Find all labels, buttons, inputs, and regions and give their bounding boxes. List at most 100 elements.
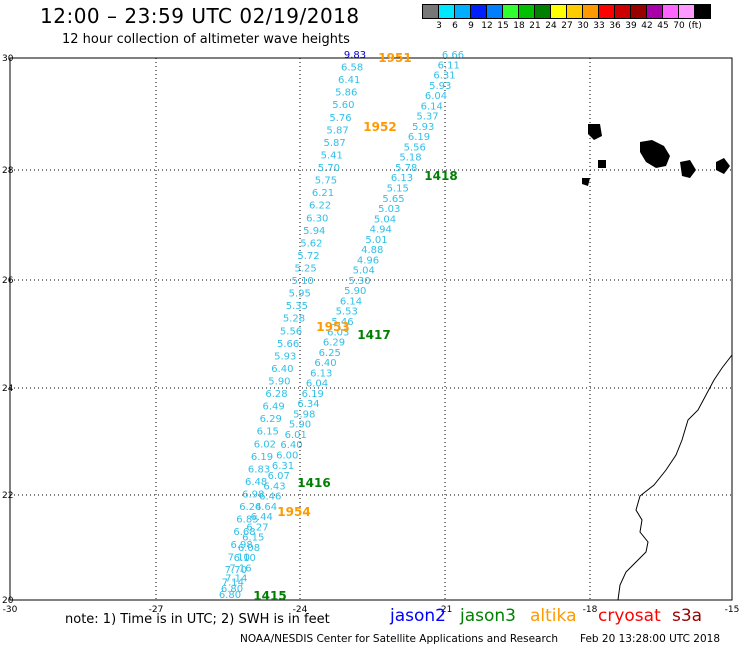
satellite-legend-cryosat: cryosat [598, 606, 661, 626]
swh-value: 5.87 [326, 125, 348, 136]
pass-label: 1953 [316, 320, 349, 334]
pass-label: 1415 [253, 589, 286, 603]
swh-value: 6.40 [271, 364, 293, 375]
swh-value: 5.41 [321, 150, 343, 161]
satellite-legend-s3a: s3a [672, 606, 703, 626]
swh-value: 5.90 [289, 420, 311, 431]
swh-value: 5.53 [336, 307, 358, 318]
fuerteventura-island [716, 158, 730, 174]
x-tick-label: -30 [3, 605, 18, 615]
la-palma-island [588, 124, 602, 140]
legend-label: 36 [609, 21, 621, 31]
swh-value: 6.14 [421, 101, 443, 112]
swh-value: 6.40 [314, 358, 336, 369]
swh-value: 7.14 [222, 577, 244, 588]
swh-value: 6.66 [442, 50, 464, 61]
swh-value: 6.11 [438, 60, 460, 71]
swh-value: 6.28 [265, 389, 287, 400]
swh-value: 5.93 [429, 81, 451, 92]
swh-value: 6.98 [242, 490, 264, 501]
pass-label: 1417 [357, 328, 390, 342]
swh-value: 6.43 [263, 481, 285, 492]
swh-value: 6.01 [285, 430, 307, 441]
swh-value: 6.27 [246, 522, 268, 533]
swh-value: 5.56 [280, 326, 302, 337]
legend-label: 15 [497, 21, 509, 31]
swh-value: 6.49 [262, 402, 284, 413]
swh-value: 5.30 [348, 276, 370, 287]
legend-label: 33 [593, 21, 605, 31]
swh-value: 6.31 [433, 71, 455, 82]
swh-value: 5.01 [365, 235, 387, 246]
swh-value: 5.95 [289, 289, 311, 300]
y-tick-label: 28 [2, 166, 14, 176]
legend-label: 24 [545, 21, 557, 31]
y-tick-label: 22 [2, 491, 13, 501]
swh-value: 6.64 [255, 502, 277, 513]
swh-value: 5.03 [378, 204, 400, 215]
swh-value: 7.14 [225, 574, 247, 585]
swh-value: 6.10 [234, 553, 256, 564]
swh-value: 5.90 [268, 377, 290, 388]
legend-label: 45 [657, 21, 669, 31]
x-tick-label: -18 [583, 605, 598, 615]
swh-value: 5.62 [300, 238, 322, 249]
pass-label: 1951 [378, 51, 411, 65]
swh-value: 6.07 [268, 471, 290, 482]
swh-value: 6.22 [309, 201, 331, 212]
map-frame [9, 57, 733, 601]
swh-value: 5.46 [331, 317, 353, 328]
x-tick-label: -15 [725, 605, 740, 615]
legend-label: 30 [577, 21, 589, 31]
legend-label: 18 [513, 21, 525, 31]
swh-value: 6.34 [297, 399, 319, 410]
swh-value: 5.70 [318, 163, 340, 174]
pass-label: 1416 [297, 476, 330, 490]
la-gomera-island [598, 160, 606, 168]
x-tick-label: -27 [149, 605, 164, 615]
swh-value: 4.88 [361, 245, 383, 256]
satellite-legend-jason3: jason3 [460, 606, 516, 626]
swh-value: 6.19 [302, 389, 324, 400]
swh-value: 6.40 [280, 440, 302, 451]
legend-label: 42 [641, 21, 653, 31]
swh-value: 7.16 [229, 563, 251, 574]
swh-value: 6.29 [323, 338, 345, 349]
coastline [617, 354, 733, 601]
swh-value: 5.93 [274, 351, 296, 362]
swh-value: 6.29 [260, 414, 282, 425]
swh-value: 9.83 [344, 50, 366, 61]
swh-value: 6.41 [338, 75, 360, 86]
swh-value: 6.13 [391, 173, 413, 184]
x-tick-label: -21 [438, 605, 453, 615]
page-subtitle: 12 hour collection of altimeter wave hei… [62, 32, 350, 47]
swh-value: 5.25 [294, 263, 316, 274]
swh-value: 6.80 [219, 590, 241, 601]
swh-value: 6.48 [245, 477, 267, 488]
swh-value: 7.10 [228, 552, 250, 563]
swh-value: 5.76 [329, 113, 351, 124]
swh-value: 5.35 [286, 301, 308, 312]
tenerife-island [640, 140, 670, 168]
swh-value: 6.02 [254, 439, 276, 450]
swh-value: 5.78 [395, 163, 417, 174]
swh-value: 4.94 [370, 225, 392, 236]
swh-value: 6.21 [312, 188, 334, 199]
swh-value: 6.85 [236, 515, 258, 526]
swh-value: 5.37 [416, 112, 438, 123]
swh-value: 5.90 [344, 286, 366, 297]
legend-label: 70 [673, 21, 685, 31]
swh-value: 5.04 [374, 214, 396, 225]
pass-label: 1418 [424, 169, 457, 183]
satellite-legend-altika: altika [530, 606, 577, 626]
swh-value: 6.15 [242, 533, 264, 544]
page-title: 12:00 – 23:59 UTC 02/19/2018 [40, 4, 360, 28]
note-text: note: 1) Time is in UTC; 2) SWH is in fe… [65, 612, 330, 627]
swh-value: 6.44 [251, 512, 273, 523]
legend-unit: (ft) [688, 21, 702, 31]
legend-label: 12 [481, 21, 493, 31]
swh-value: 4.96 [357, 255, 379, 266]
swh-value: 6.98 [230, 540, 252, 551]
swh-value: 5.72 [297, 251, 319, 262]
swh-value: 6.19 [408, 132, 430, 143]
